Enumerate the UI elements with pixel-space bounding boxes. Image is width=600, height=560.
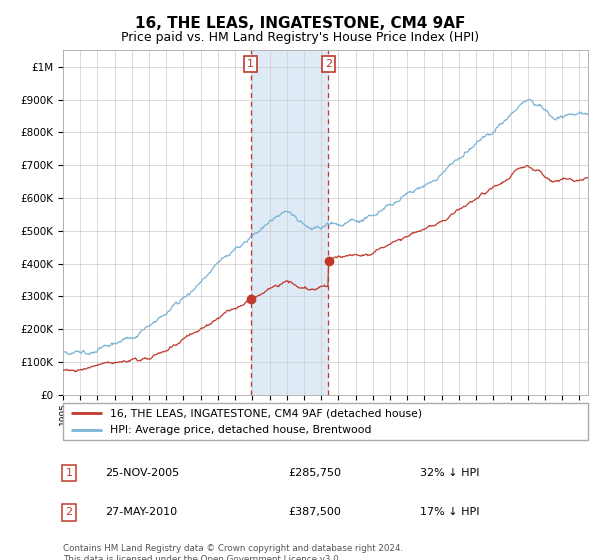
Text: HPI: Average price, detached house, Brentwood: HPI: Average price, detached house, Bren… — [110, 425, 372, 435]
Text: 17% ↓ HPI: 17% ↓ HPI — [420, 507, 479, 517]
Text: 1: 1 — [247, 59, 254, 69]
Text: 16, THE LEAS, INGATESTONE, CM4 9AF: 16, THE LEAS, INGATESTONE, CM4 9AF — [135, 16, 465, 31]
Text: Contains HM Land Registry data © Crown copyright and database right 2024.
This d: Contains HM Land Registry data © Crown c… — [63, 544, 403, 560]
Text: £387,500: £387,500 — [288, 507, 341, 517]
Text: 32% ↓ HPI: 32% ↓ HPI — [420, 468, 479, 478]
Text: 16, THE LEAS, INGATESTONE, CM4 9AF (detached house): 16, THE LEAS, INGATESTONE, CM4 9AF (deta… — [110, 408, 422, 418]
Text: Price paid vs. HM Land Registry's House Price Index (HPI): Price paid vs. HM Land Registry's House … — [121, 31, 479, 44]
Text: 27-MAY-2010: 27-MAY-2010 — [105, 507, 177, 517]
Text: 25-NOV-2005: 25-NOV-2005 — [105, 468, 179, 478]
Bar — [251, 50, 328, 395]
Text: 2: 2 — [325, 59, 332, 69]
Text: 1: 1 — [65, 468, 73, 478]
FancyBboxPatch shape — [63, 403, 588, 440]
Text: £285,750: £285,750 — [288, 468, 341, 478]
Text: 2: 2 — [65, 507, 73, 517]
